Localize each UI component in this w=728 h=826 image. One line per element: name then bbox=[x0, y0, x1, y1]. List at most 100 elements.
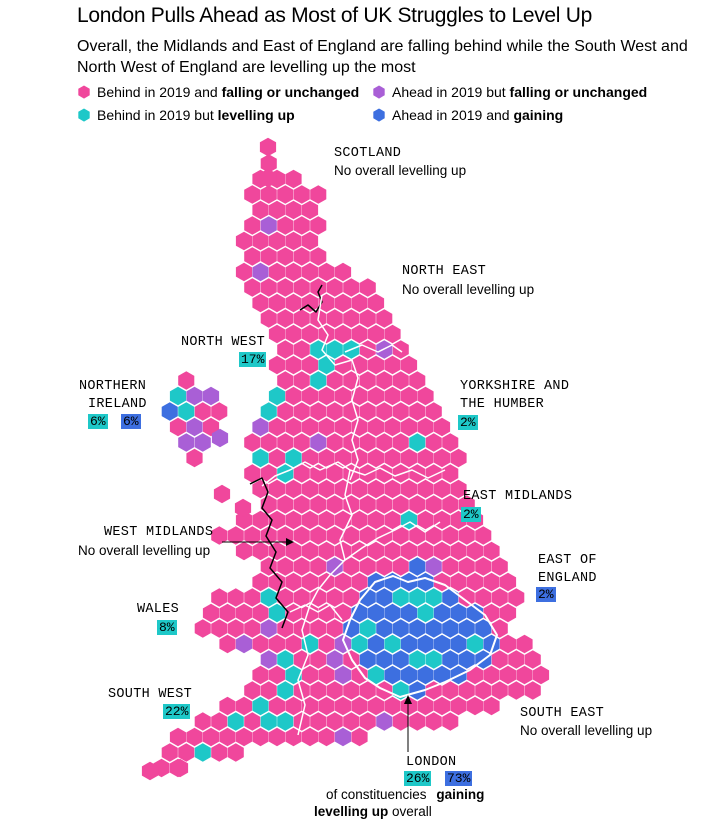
wm-em-border bbox=[309, 469, 353, 606]
constituency-hex bbox=[268, 200, 286, 220]
constituency-hex bbox=[326, 464, 343, 483]
constituency-hex bbox=[301, 417, 319, 437]
constituency-hex bbox=[425, 433, 442, 452]
constituency-hex bbox=[260, 433, 277, 452]
constituency-hex bbox=[293, 340, 310, 359]
region-label-yorkshire-2: THE HUMBER bbox=[460, 397, 545, 412]
constituency-hex bbox=[244, 712, 261, 731]
constituency-hex bbox=[235, 727, 253, 747]
constituency-hex bbox=[293, 216, 310, 235]
constituency-hex bbox=[491, 557, 508, 576]
constituency-hex bbox=[259, 168, 277, 188]
constituency-hex bbox=[343, 278, 360, 297]
constituency-hex bbox=[301, 262, 319, 282]
constituency-hex bbox=[475, 557, 492, 576]
constituency-hex bbox=[417, 634, 434, 654]
constituency-hex bbox=[508, 650, 525, 669]
constituency-hex bbox=[244, 681, 261, 700]
constituency-hex bbox=[343, 681, 360, 700]
constituency-hex bbox=[318, 541, 335, 561]
constituency-hex bbox=[334, 324, 352, 344]
constituency-hex bbox=[268, 727, 286, 747]
constituency-hex bbox=[483, 541, 500, 561]
constituency-hex bbox=[260, 309, 277, 328]
constituency-hex bbox=[277, 216, 294, 235]
constituency-hex bbox=[400, 696, 418, 716]
constituency-hex bbox=[194, 433, 211, 452]
constituency-hex bbox=[268, 479, 286, 499]
constituency-hex bbox=[310, 402, 327, 421]
badge-ni-gaining: 6% bbox=[121, 414, 141, 429]
constituency-hex bbox=[409, 433, 426, 452]
constituency-hex bbox=[194, 743, 211, 762]
constituency-hex bbox=[458, 650, 475, 669]
region-label-yorkshire-1: YORKSHIRE AND bbox=[460, 379, 570, 394]
constituency-hex bbox=[376, 371, 393, 390]
constituency-hex bbox=[235, 603, 253, 623]
constituency-hex bbox=[400, 665, 418, 685]
constituency-hex bbox=[343, 526, 360, 545]
constituency-hex bbox=[285, 510, 302, 530]
constituency-hex bbox=[334, 293, 352, 313]
badge-north-west-levelling: 17% bbox=[239, 352, 267, 367]
constituency-hex bbox=[351, 293, 368, 313]
constituency-hex bbox=[260, 402, 277, 421]
constituency-hex bbox=[491, 588, 508, 607]
constituency-hex bbox=[244, 185, 261, 204]
constituency-hex bbox=[351, 665, 368, 685]
constituency-hex bbox=[384, 696, 401, 716]
constituency-hex bbox=[310, 619, 327, 638]
constituency-hex bbox=[392, 557, 409, 576]
constituency-hex bbox=[400, 448, 418, 468]
constituency-hex bbox=[301, 696, 319, 716]
chart-subtitle: Overall, the Midlands and East of Englan… bbox=[77, 38, 688, 76]
constituency-hex bbox=[202, 603, 220, 623]
constituency-hex bbox=[433, 603, 451, 623]
constituency-hex bbox=[433, 417, 451, 437]
constituency-hex bbox=[260, 526, 277, 545]
constituency-hex bbox=[409, 464, 426, 483]
scotland-border bbox=[299, 284, 323, 313]
constituency-hex bbox=[293, 402, 310, 421]
constituency-hex bbox=[310, 340, 327, 359]
constituency-hex bbox=[425, 588, 442, 607]
constituency-hex bbox=[409, 495, 426, 514]
constituency-hex bbox=[293, 650, 310, 669]
constituency-hex bbox=[400, 479, 418, 499]
constituency-hex bbox=[433, 510, 451, 530]
constituency-hex bbox=[244, 526, 261, 545]
constituency-hex bbox=[466, 665, 484, 685]
constituency-hex bbox=[268, 262, 286, 282]
constituency-hex bbox=[194, 619, 211, 638]
constituency-hex bbox=[277, 619, 294, 638]
constituency-hex bbox=[499, 665, 517, 685]
legend-text: Ahead in 2019 and bbox=[392, 107, 514, 123]
constituency-hex bbox=[326, 495, 343, 514]
constituency-hex bbox=[483, 665, 500, 685]
constituency-hex bbox=[244, 464, 261, 483]
legend-text: Ahead in 2019 but bbox=[392, 84, 510, 100]
constituency-hex bbox=[442, 681, 459, 700]
badge-east-of-england-gaining: 2% bbox=[536, 587, 556, 602]
constituency-hex bbox=[202, 386, 220, 406]
constituency-hex bbox=[433, 448, 451, 468]
constituency-hex bbox=[219, 696, 236, 716]
constituency-hex bbox=[384, 324, 401, 344]
constituency-hex bbox=[367, 355, 385, 375]
constituency-hex bbox=[458, 681, 475, 700]
constituency-hex bbox=[376, 619, 393, 638]
constituency-hex bbox=[442, 464, 459, 483]
constituency-hex bbox=[409, 526, 426, 545]
constituency-hex bbox=[466, 634, 484, 654]
constituency-hex bbox=[244, 216, 261, 235]
region-borders bbox=[222, 284, 498, 752]
london-arrow-icon bbox=[404, 695, 412, 704]
constituency-hex bbox=[359, 588, 376, 607]
constituency-hex bbox=[367, 386, 385, 406]
constituency-hex bbox=[334, 665, 352, 685]
constituency-hex bbox=[466, 696, 484, 716]
constituency-hex bbox=[252, 200, 269, 220]
sw-se-border bbox=[297, 604, 311, 736]
constituency-hex bbox=[417, 448, 434, 468]
